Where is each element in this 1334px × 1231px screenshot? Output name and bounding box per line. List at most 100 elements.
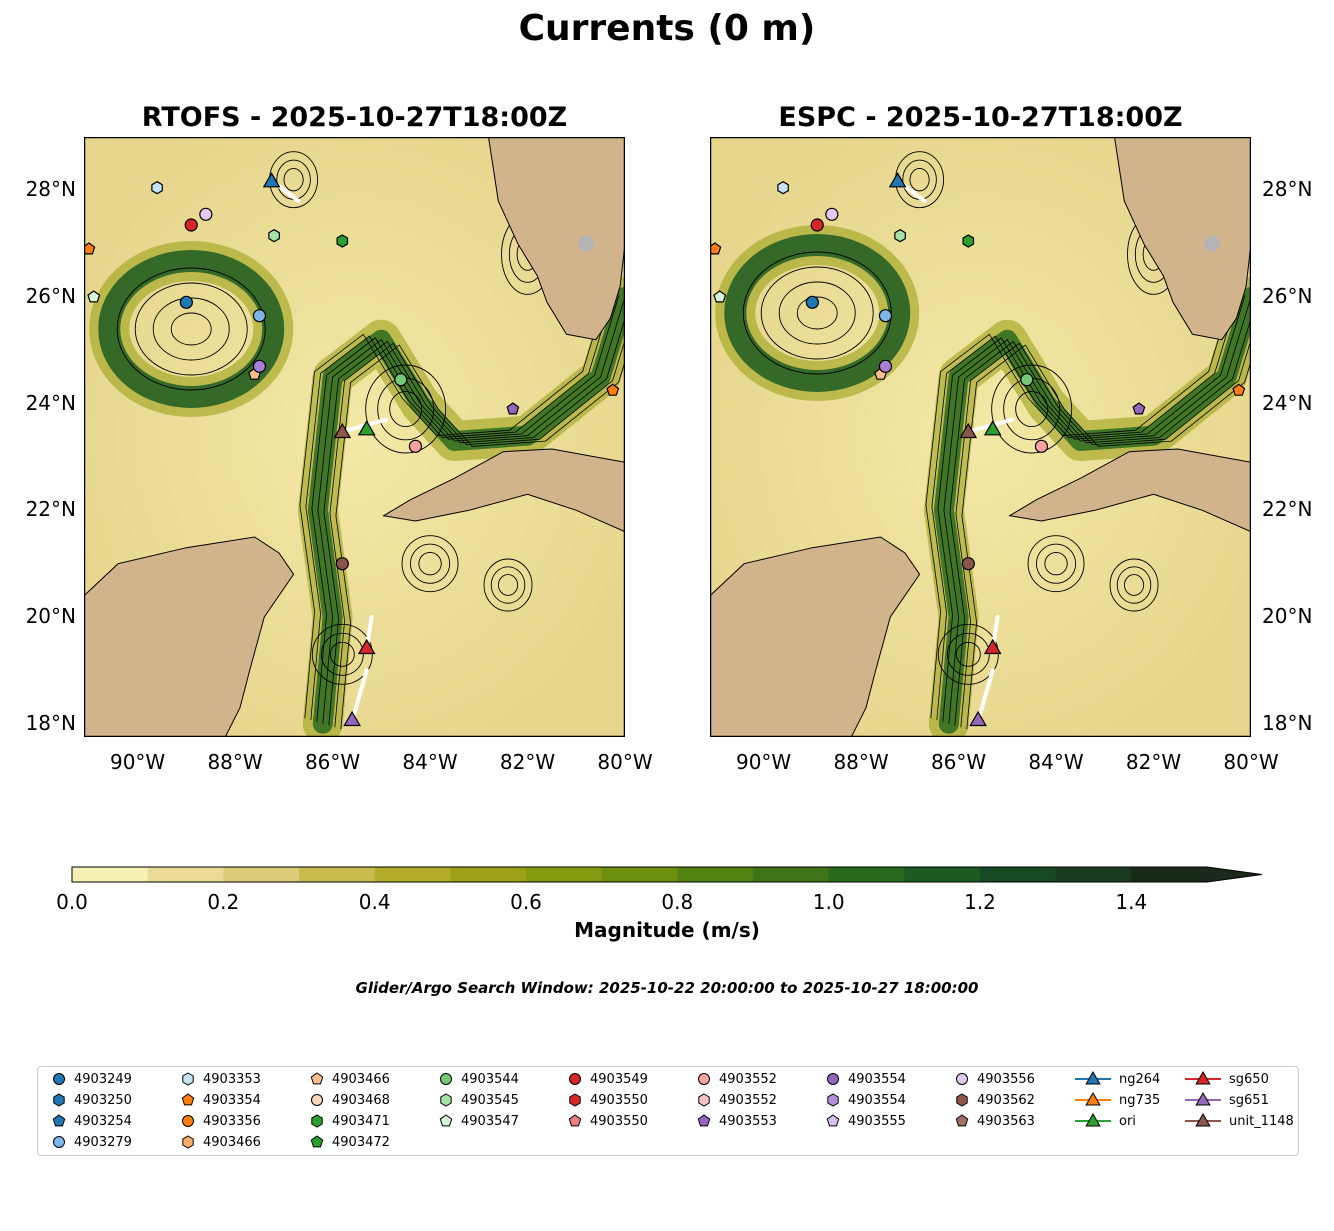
panel-title-espc: ESPC - 2025-10-27T18:00Z [778,102,1183,133]
legend-label: 4903554 [848,1092,906,1108]
glider-marker-sg651 [343,710,361,727]
land [710,137,1251,737]
lat-tick-label: 20°N [25,604,76,628]
glider-marker-sg650 [983,638,1002,655]
colorbar-label: Magnitude (m/s) [574,918,760,942]
legend-label: sg650 [1229,1071,1269,1087]
legend-marker-pentagon [955,1114,969,1127]
argo-float-4903544 [1020,373,1034,387]
legend-marker-circle [311,1094,323,1106]
legend-item: 4903550 [568,1092,648,1108]
lon-tick-label: 84°W [402,750,458,774]
map-panel-espc [710,137,1251,737]
legend-label: 4903249 [74,1071,132,1087]
colorbar-outline [71,866,1263,883]
argo-float-4903356 [606,383,620,396]
legend-marker-circle [698,1073,710,1085]
lat-tick-label: 20°N [1262,604,1313,628]
legend-item: 4903250 [52,1092,132,1108]
legend-marker-hexagon [827,1093,839,1107]
lon-tick-label: 90°W [735,750,792,774]
colorbar-tick-label: 0.4 [358,890,391,914]
legend-item: 4903552 [697,1071,777,1087]
legend-marker-circle [440,1073,452,1085]
argo-float-4903249 [179,295,193,309]
glider-marker-sg650 [357,638,376,655]
lon-tick-label: 80°W [1223,750,1279,774]
colorbar-tick-label: 0.8 [661,890,694,914]
lat-tick-label: 24°N [25,390,76,415]
legend-label: 4903555 [848,1113,906,1129]
colorbar [71,866,1263,883]
colorbar-segment [904,867,981,882]
legend-item: 4903545 [439,1092,519,1108]
legend-marker-circle [53,1073,65,1085]
legend-item: 4903466 [181,1134,261,1150]
colorbar-extend-arrow [1207,867,1262,882]
lon-tick-label: 84°W [1028,750,1084,774]
argo-float-4903562 [961,557,975,571]
legend-item: 4903466 [310,1071,390,1087]
legend-marker-pentagon [697,1114,711,1127]
legend-marker-triangle [1185,1113,1221,1127]
argo-float-4903471 [962,234,975,248]
argo-float-4903549 [810,218,824,232]
legend-label: 4903354 [203,1092,261,1108]
glider-marker-ori [983,420,1002,436]
argo-float-4903471 [336,234,349,248]
colorbar-segment [450,867,527,882]
panel-title-rtofs: RTOFS - 2025-10-27T18:00Z [141,102,568,133]
colorbar-segment [1131,867,1208,882]
colorbar-tick-label: 0.2 [207,890,240,914]
legend-item: sg650 [1185,1071,1269,1087]
argo-float-4903553 [506,402,520,415]
argo-float-4903547 [87,290,101,303]
colorbar-segment [147,867,224,882]
legend-marker-hexagon [956,1093,968,1107]
legend-marker-circle [182,1115,194,1127]
legend-item: 4903562 [955,1092,1035,1108]
legend-label: 4903466 [332,1071,390,1087]
argo-float-4903552 [408,439,423,453]
lat-tick-label: 28°N [25,177,76,202]
legend-item: 4903354 [181,1092,261,1108]
argo-float-4903249 [805,295,819,309]
legend-label: 4903468 [332,1092,390,1108]
lon-tick-label: 88°W [833,750,889,774]
legend-item: 4903554 [826,1092,906,1108]
argo-float-4903544 [394,373,408,387]
legend-marker-hexagon [440,1093,452,1107]
legend-marker-hexagon [182,1135,194,1149]
legend-label: 4903553 [719,1113,777,1129]
argo-float-4903549 [184,218,198,232]
colorbar-segment [601,867,678,882]
argo-float-4903356 [1232,383,1246,396]
legend-label: 4903471 [332,1113,390,1129]
legend-label: 4903279 [74,1134,132,1150]
legend-item: ng735 [1075,1092,1160,1108]
colorbar-tick-label: 1.2 [964,890,996,914]
argo-float-4903554 [878,359,893,373]
legend-marker-triangle [1075,1113,1111,1127]
colorbar-segment [299,867,376,882]
legend-label: 4903356 [203,1113,261,1129]
legend-label: 4903472 [332,1134,390,1150]
legend-label: unit_1148 [1229,1113,1294,1129]
lat-tick-label: 18°N [25,710,76,735]
glider-track-sg651 [350,668,369,723]
argo-float-4903279 [252,309,267,323]
legend-marker-hexagon [569,1093,581,1107]
argo-float-4903553 [1132,402,1146,415]
legend-item: sg651 [1185,1092,1269,1108]
legend-item: 4903353 [181,1071,261,1087]
legend-item: 4903550 [568,1113,648,1129]
legend-marker-triangle [1075,1071,1111,1085]
legend-item: 4903472 [310,1134,390,1150]
colorbar-segment [72,867,149,882]
colorbar-tick-label: 0.0 [56,890,88,914]
legend-marker-pentagon [181,1093,195,1106]
argo-float-4903547 [713,290,727,303]
argo-float-4903554 [252,359,267,373]
legend-label: 4903250 [74,1092,132,1108]
lat-tick-label: 28°N [1262,177,1313,202]
